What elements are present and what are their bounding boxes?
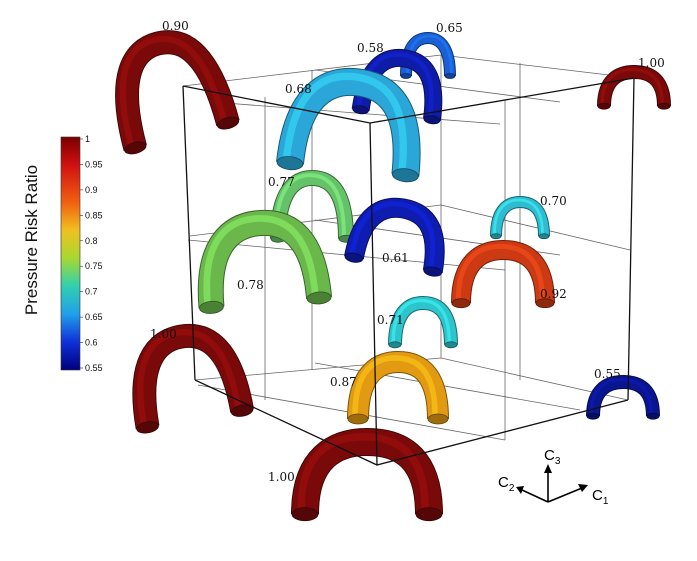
arch-lower-center-orange (347, 350, 449, 425)
arch-value-label: 0.58 (357, 41, 384, 55)
arch-value-label: 0.65 (436, 21, 463, 35)
arch-value-label: 0.87 (330, 375, 357, 389)
arch-mid-right-red (451, 239, 555, 309)
arch-value-label: 1.00 (268, 470, 295, 484)
arch-value-label: 0.68 (285, 82, 312, 96)
arch-value-label: 0.55 (594, 367, 621, 381)
arch-value-label: 0.71 (377, 313, 404, 327)
arch-value-label: 1.00 (150, 327, 177, 341)
colorbar-tick-label: 0.85 (85, 210, 103, 220)
cube-front-lines (182, 77, 635, 466)
arch-corner-top-right (597, 64, 671, 110)
colorbar: Pressure Risk Ratio 1 0.95 0.9 0.85 0.8 0.75 0… (22, 134, 103, 373)
colorbar-gradient (60, 136, 81, 371)
arch-glyphs: 0.90 0.65 0.58 1.00 0.68 0.77 0.70 0.61 0.78 0.92… (115, 19, 671, 522)
colorbar-ticks: 1 0.95 0.9 0.85 0.8 0.75 0.7 0.65 0.6 0.55 (80, 134, 103, 373)
arch-value-label: 0.78 (237, 278, 264, 292)
arch-mid-right-small (490, 195, 550, 240)
arch-value-label: 0.92 (540, 287, 567, 301)
axis-c2-label: C2 (498, 474, 515, 494)
colorbar-tick-label: 0.6 (85, 338, 98, 348)
arch-corner-bottom-right (586, 374, 660, 420)
colorbar-title: Pressure Risk Ratio (22, 165, 41, 315)
colorbar-tick-label: 0.8 (85, 236, 98, 246)
arch-mid-left-upper (270, 169, 354, 243)
colorbar-tick-label: 0.7 (85, 287, 98, 297)
arch-center (344, 197, 445, 277)
colorbar-tick-label: 1 (85, 134, 90, 144)
arch-value-label: 0.90 (162, 19, 189, 33)
axis-c3-label: C3 (544, 447, 561, 467)
colorbar-tick-label: 0.95 (85, 159, 103, 169)
axis-triad (516, 464, 588, 503)
arch-lower-center-cyan (388, 295, 458, 349)
arch-value-label: 1.00 (638, 56, 665, 70)
arch-mid-left-large (197, 209, 333, 314)
arch-value-label: 0.70 (540, 194, 567, 208)
arch-corner-front-bottom (291, 427, 443, 522)
axis-c1-label: C1 (592, 487, 609, 507)
arch-upper-center (276, 67, 421, 183)
arch-corner-top-left (115, 30, 240, 155)
arch-corner-bottom-left (132, 323, 254, 434)
colorbar-tick-label: 0.65 (85, 312, 103, 322)
colorbar-tick-label: 0.9 (85, 185, 98, 195)
colorbar-tick-label: 0.55 (85, 363, 103, 373)
arch-value-label: 0.77 (268, 175, 295, 189)
arch-value-label: 0.61 (382, 251, 409, 265)
colorbar-tick-label: 0.75 (85, 261, 103, 271)
